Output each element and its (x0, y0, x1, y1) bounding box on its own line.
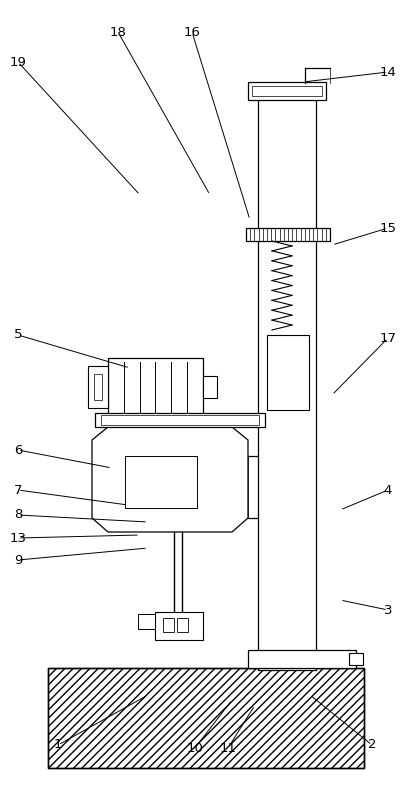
Text: 3: 3 (383, 604, 391, 616)
Text: 1: 1 (53, 739, 62, 751)
Bar (162, 618, 174, 632)
Text: 7: 7 (14, 483, 22, 497)
Text: 4: 4 (383, 483, 391, 497)
Bar (202, 376, 216, 398)
Bar (247, 650, 355, 668)
Text: 17: 17 (379, 331, 396, 345)
Bar (155, 612, 202, 640)
Bar (48, 668, 363, 768)
Text: 2: 2 (367, 739, 375, 751)
Bar (266, 335, 308, 410)
Bar (247, 82, 325, 100)
Polygon shape (92, 427, 247, 532)
Bar (177, 618, 188, 632)
Bar (247, 456, 259, 518)
Bar (257, 88, 315, 670)
Bar (95, 413, 264, 427)
Text: 5: 5 (14, 328, 22, 342)
Text: 13: 13 (9, 532, 26, 544)
Bar (138, 614, 155, 629)
Bar (245, 228, 329, 241)
Text: 8: 8 (14, 509, 22, 521)
Text: 19: 19 (10, 55, 26, 69)
Bar (252, 86, 321, 96)
Bar (108, 358, 202, 416)
Bar (48, 668, 363, 768)
Text: 11: 11 (219, 741, 236, 755)
Text: 18: 18 (109, 25, 126, 39)
Text: 10: 10 (186, 741, 203, 755)
Text: 6: 6 (14, 444, 22, 456)
Text: 16: 16 (183, 25, 200, 39)
Bar (348, 653, 362, 665)
Text: 15: 15 (379, 221, 396, 234)
Bar (101, 415, 258, 425)
Text: 14: 14 (379, 66, 395, 78)
Bar (88, 366, 108, 408)
Bar (94, 374, 102, 400)
Bar (125, 456, 196, 508)
Text: 9: 9 (14, 554, 22, 566)
